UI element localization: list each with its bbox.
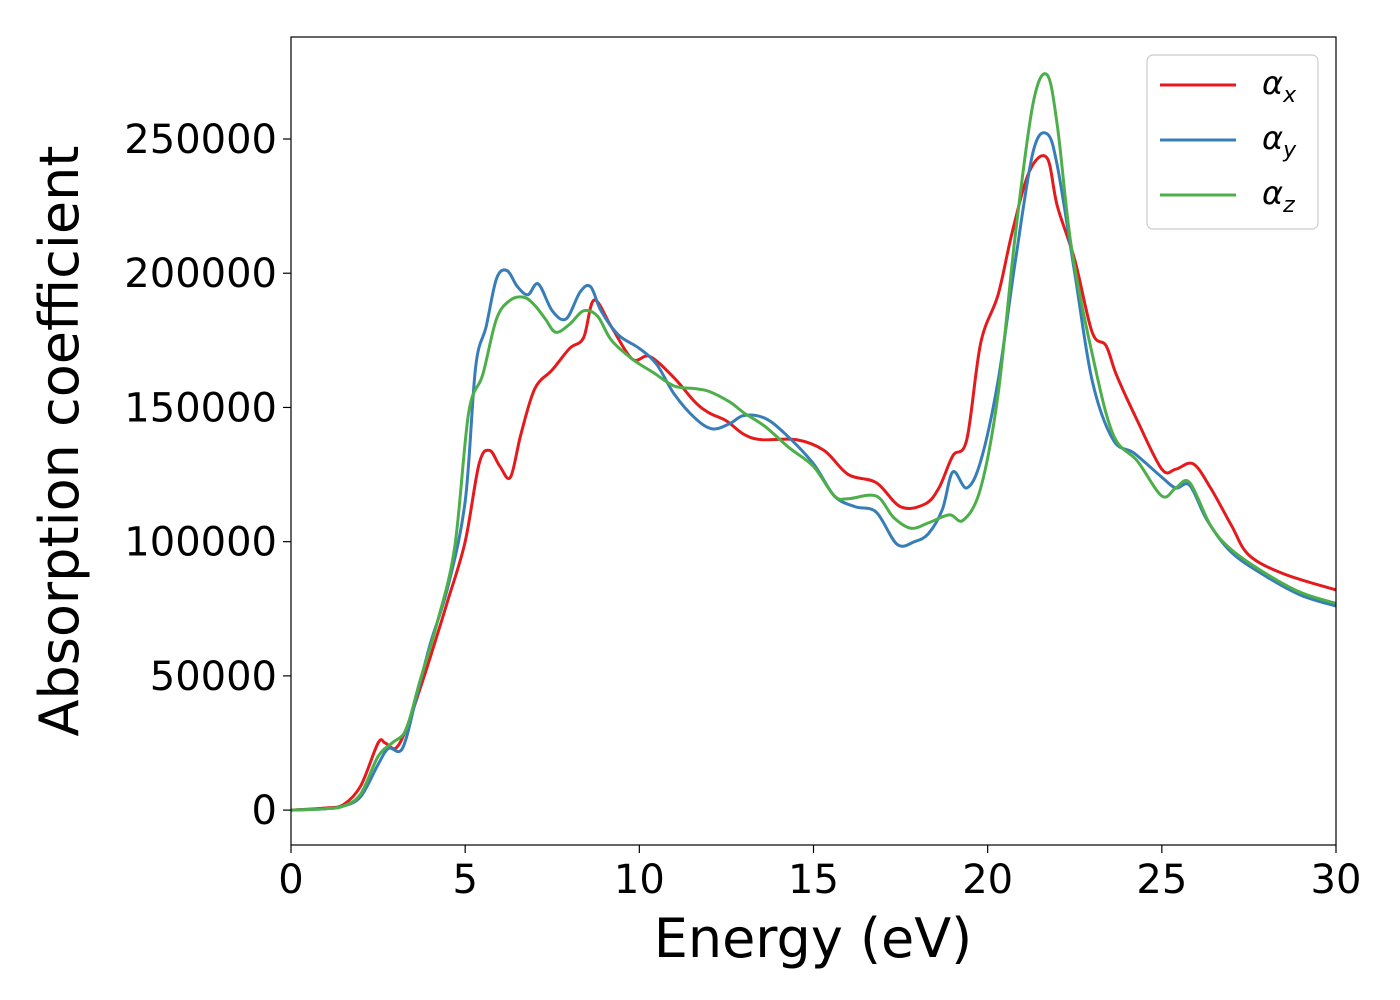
y-tick-label: 100000 (124, 520, 277, 566)
legend-label-y: αy (1262, 119, 1297, 163)
x-axis-title: Energy (eV) (654, 907, 973, 970)
series-line-x (291, 154, 1336, 812)
legend-label-x: αx (1262, 64, 1297, 108)
y-axis-title: Absorption coefficient (28, 146, 91, 737)
x-tick-label: 0 (278, 857, 303, 903)
x-tick-label: 25 (1136, 857, 1187, 903)
series-line-z (291, 72, 1336, 812)
y-axis-ticks: 0 50000 100000 150000 200000 250000 (124, 117, 291, 834)
x-tick-label: 15 (788, 857, 839, 903)
y-tick-label: 50000 (150, 654, 277, 700)
legend: αx αy αz (1146, 54, 1319, 230)
y-tick-label: 150000 (124, 385, 277, 431)
x-axis-ticks: 0 5 10 15 20 25 30 (278, 845, 1361, 903)
series-line-y (291, 131, 1336, 812)
y-tick-label: 200000 (124, 251, 277, 297)
legend-frame (1146, 54, 1319, 230)
x-tick-label: 30 (1311, 857, 1362, 903)
series-layer (291, 72, 1336, 812)
y-tick-label: 0 (252, 788, 277, 834)
x-tick-label: 5 (452, 857, 477, 903)
y-tick-label: 250000 (124, 117, 277, 163)
x-tick-label: 20 (962, 857, 1013, 903)
legend-label-z: αz (1262, 174, 1295, 218)
x-tick-label: 10 (614, 857, 665, 903)
